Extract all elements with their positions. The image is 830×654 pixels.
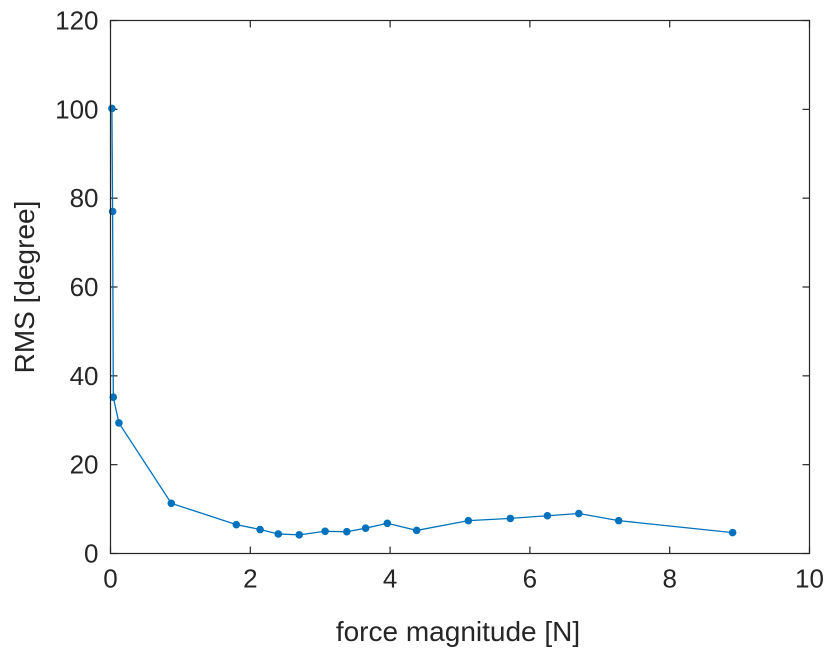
y-axis-label: RMS [degree] — [9, 201, 40, 374]
x-tick-label: 4 — [383, 564, 397, 594]
data-point — [342, 527, 351, 536]
y-tick-label: 80 — [70, 183, 99, 213]
series-group — [108, 104, 737, 539]
y-tick-label: 40 — [70, 361, 99, 391]
y-tick-label: 0 — [84, 539, 98, 569]
data-point — [728, 528, 737, 537]
x-tick-label: 6 — [523, 564, 537, 594]
data-point — [108, 104, 116, 113]
data-point — [232, 520, 241, 529]
y-tick-label: 100 — [55, 94, 98, 124]
data-point — [109, 393, 118, 401]
series-line — [111, 108, 733, 536]
data-point — [575, 509, 583, 518]
data-point — [506, 514, 515, 523]
data-point — [543, 511, 552, 520]
data-point — [321, 527, 329, 536]
data-point — [361, 524, 370, 532]
x-axis: 0 2 4 6 8 10 — [103, 20, 824, 594]
y-tick-label: 120 — [55, 6, 98, 36]
x-tick-label: 10 — [795, 564, 824, 594]
data-point — [167, 499, 176, 508]
data-point — [614, 516, 623, 525]
x-tick-label: 8 — [662, 564, 676, 594]
data-point — [383, 519, 392, 528]
data-point — [115, 419, 123, 427]
plot-area-border — [109, 19, 811, 555]
y-tick-label: 20 — [70, 450, 99, 480]
y-tick-label: 60 — [70, 272, 99, 302]
y-axis: 0 20 40 60 80 100 120 — [55, 6, 810, 569]
x-axis-label: force magnitude [N] — [336, 616, 580, 647]
data-point — [256, 525, 264, 534]
data-point — [295, 531, 304, 539]
x-tick-label: 0 — [103, 564, 117, 594]
data-point — [274, 530, 283, 538]
x-tick-label: 2 — [243, 564, 257, 594]
data-point — [464, 516, 473, 525]
data-point — [412, 526, 421, 535]
